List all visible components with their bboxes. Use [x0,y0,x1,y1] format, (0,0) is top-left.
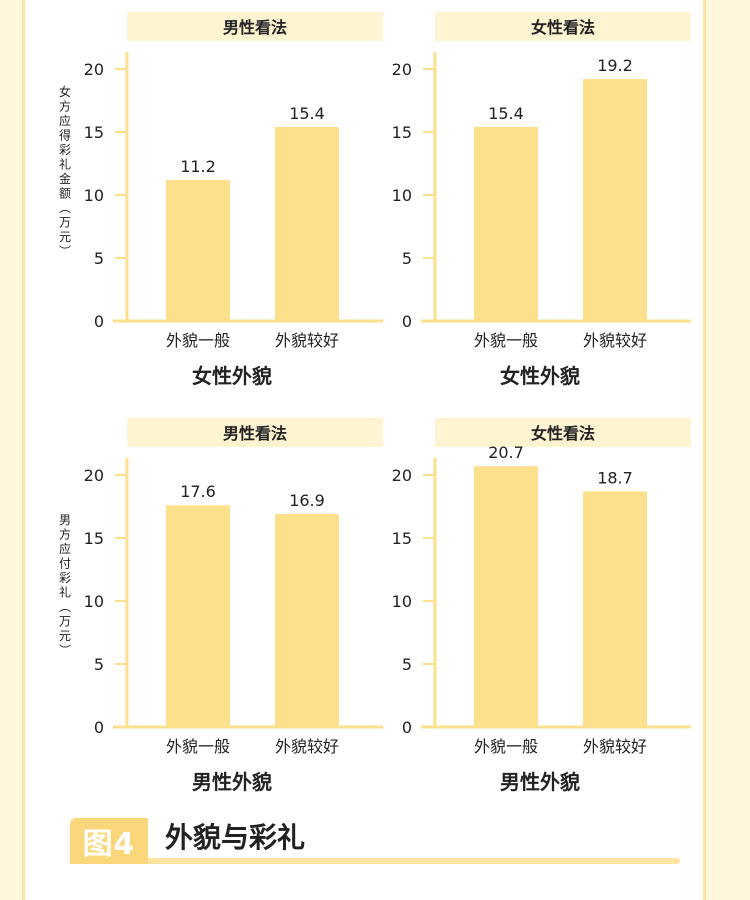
bar [474,126,538,322]
bar-value-label: 19.2 [597,56,633,75]
y-tick-label: 10 [84,186,104,205]
bar [583,491,647,727]
y-tick-label: 5 [94,249,104,268]
bar [275,514,339,727]
panel-header-bg [435,418,691,447]
x-tick-label: 外貌较好 [275,737,339,756]
y-axis-title-char: 万 [59,615,71,629]
panel-title: 女性看法 [531,424,595,443]
y-axis-title-char: 彩 [59,571,71,585]
figure-title: 外貌与彩礼 [165,821,306,854]
y-tick-label: 0 [402,718,412,737]
panel-title: 男性看法 [223,424,287,443]
x-tick-label: 外貌一般 [166,331,230,350]
y-tick-label: 5 [402,655,412,674]
bar [166,179,230,321]
y-axis-title-char: 金 [59,171,71,186]
y-tick-label: 0 [402,312,412,331]
y-axis-title-char: 万 [59,216,71,230]
y-axis-title-char: 礼 [59,157,71,172]
x-tick-label: 外貌一般 [474,331,538,350]
y-axis-title-char: 额 [59,187,71,201]
y-axis-title-char: 男 [59,513,71,527]
y-tick-label: 0 [94,718,104,737]
x-axis-title: 女性外貌 [500,364,580,388]
y-axis-title-char: 元 [59,629,71,643]
panel-title: 女性看法 [531,18,595,37]
y-tick-label: 20 [84,60,104,79]
y-axis-title-char: 礼 [59,585,71,600]
x-tick-label: 外貌较好 [583,331,647,350]
bar-value-label: 20.7 [488,443,524,462]
x-tick-label: 外貌较好 [275,331,339,350]
bar [166,505,230,727]
y-axis-title-char: ︵ [59,600,71,614]
y-axis-title-char: ︵ [59,201,71,215]
bar-value-label: 15.4 [289,104,325,123]
y-axis-title-char: 彩 [59,143,71,157]
bar-value-label: 17.6 [180,482,216,501]
figure-caption: 图4 外貌与彩礼 [70,818,680,864]
panel-header-bg [127,418,383,447]
y-tick-label: 20 [84,466,104,485]
y-axis-title-char: 应 [59,541,71,556]
bar [583,79,647,321]
panel-header-bg [127,12,383,41]
panel-header-bg [435,12,691,41]
caption-underline [70,858,680,864]
y-tick-label: 15 [84,529,104,548]
y-tick-label: 5 [402,249,412,268]
y-axis-title-char: 得 [59,128,71,143]
y-axis-title-char: 元 [59,230,71,244]
y-axis-title-char: 方 [59,527,71,542]
x-axis-title: 男性外貌 [192,770,272,794]
bar [474,466,538,727]
bar-value-label: 16.9 [289,491,325,510]
y-axis-title-char: 方 [59,99,71,114]
y-tick-label: 20 [392,60,412,79]
y-axis-title-char: 女 [59,84,71,99]
figure-number-badge: 图4 [70,818,148,864]
x-axis-title: 男性外貌 [500,770,580,794]
y-tick-label: 20 [392,466,412,485]
x-tick-label: 外貌较好 [583,737,647,756]
bar [275,126,339,322]
x-axis-title: 女性外貌 [192,364,272,388]
y-tick-label: 0 [94,312,104,331]
y-tick-label: 15 [392,123,412,142]
y-tick-label: 10 [392,186,412,205]
bar-value-label: 11.2 [180,157,216,176]
y-tick-label: 15 [84,123,104,142]
bar-value-label: 18.7 [597,468,633,487]
panel-title: 男性看法 [223,18,287,37]
x-tick-label: 外貌一般 [474,737,538,756]
y-tick-label: 10 [84,592,104,611]
y-tick-label: 10 [392,592,412,611]
y-tick-label: 15 [392,529,412,548]
bar-value-label: 15.4 [488,104,524,123]
x-tick-label: 外貌一般 [166,737,230,756]
y-axis-title-char: 应 [59,113,71,128]
y-axis-title-char: 付 [59,557,71,571]
y-axis-title-char: ︶ [59,644,71,658]
y-axis-title-char: ︶ [59,245,71,259]
y-tick-label: 5 [94,655,104,674]
